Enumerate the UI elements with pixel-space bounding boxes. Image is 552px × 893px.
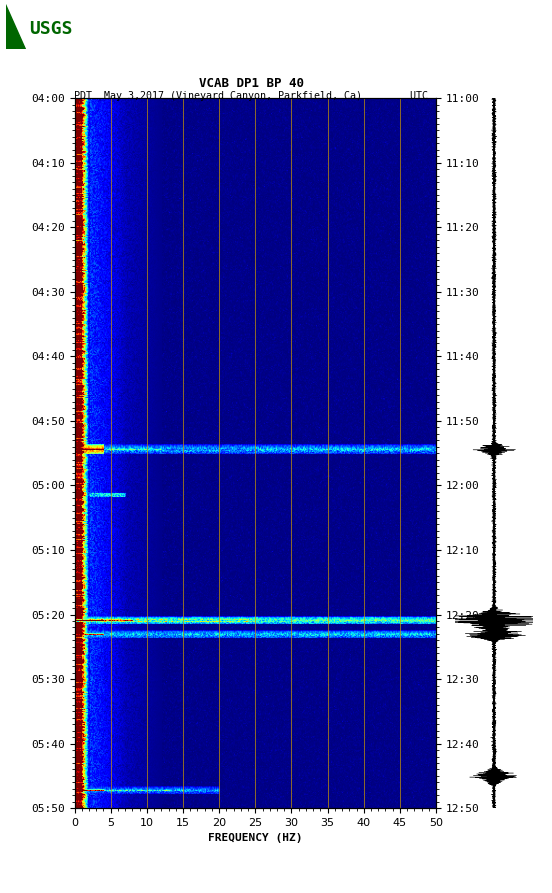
Polygon shape	[6, 4, 25, 49]
Text: PDT  May 3,2017 (Vineyard Canyon, Parkfield, Ca)        UTC: PDT May 3,2017 (Vineyard Canyon, Parkfie…	[74, 90, 428, 101]
Text: USGS: USGS	[29, 20, 72, 38]
Text: VCAB DP1 BP 40: VCAB DP1 BP 40	[199, 77, 304, 89]
X-axis label: FREQUENCY (HZ): FREQUENCY (HZ)	[208, 833, 302, 844]
